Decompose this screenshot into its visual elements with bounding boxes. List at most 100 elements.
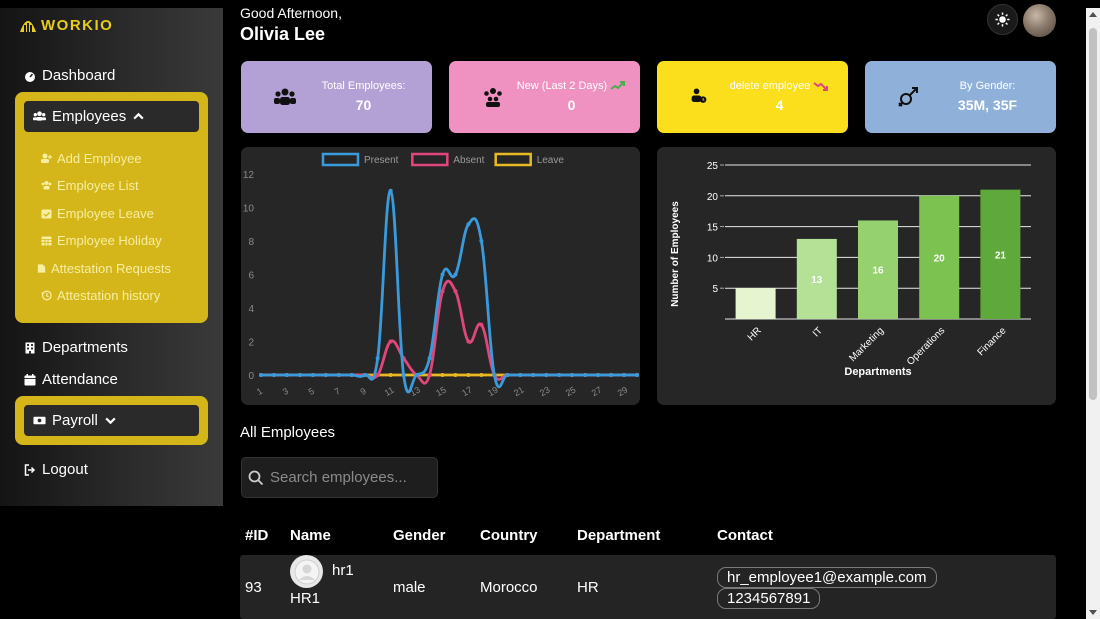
- avatar: [290, 555, 323, 588]
- data-point: [388, 339, 393, 344]
- column-header-id[interactable]: #ID: [245, 527, 269, 544]
- nav-attendance[interactable]: Attendance: [24, 371, 118, 388]
- y-axis-title: Number of Employees: [670, 201, 681, 307]
- y-tick-label: 5: [712, 284, 718, 295]
- page-scrollbar[interactable]: [1086, 8, 1100, 619]
- column-header-name[interactable]: Name: [290, 527, 331, 544]
- x-tick-label: HR: [746, 325, 764, 343]
- column-header-gender[interactable]: Gender: [393, 527, 446, 544]
- users-icon: [33, 111, 46, 121]
- file-icon: [37, 264, 46, 273]
- x-tick-label: 25: [564, 385, 578, 399]
- scroll-up-arrow[interactable]: [1089, 12, 1097, 17]
- employees-menu-group: Employees Add Employee Employee List Emp…: [15, 92, 208, 323]
- table-row[interactable]: 93 hr1 HR1 male Morocco HR hr_employee1@…: [240, 555, 1056, 619]
- data-point: [271, 373, 276, 377]
- card-total-employees: Total Employees: 70: [241, 61, 432, 133]
- employee-search-input[interactable]: [270, 469, 430, 486]
- sidebar-item-add-employee[interactable]: Add Employee: [41, 151, 142, 166]
- money-bill-icon: [33, 416, 46, 425]
- y-tick-label: 10: [243, 204, 255, 215]
- contact-phone[interactable]: 1234567891: [717, 588, 821, 609]
- cell-gender: male: [393, 579, 426, 596]
- bar-value-label: 20: [934, 253, 946, 264]
- y-tick-label: 10: [707, 253, 719, 264]
- scroll-down-arrow[interactable]: [1089, 610, 1097, 615]
- sidebar-item-attestation-history[interactable]: Attestation history: [41, 288, 160, 303]
- x-tick-label: 15: [434, 385, 448, 399]
- column-header-contact[interactable]: Contact: [717, 527, 773, 544]
- y-tick-label: 6: [248, 271, 254, 282]
- y-tick-label: 8: [248, 237, 254, 248]
- user-plus-icon: [41, 153, 52, 163]
- gauge-icon: [25, 71, 35, 82]
- y-tick-label: 15: [707, 223, 719, 234]
- sidebar-item-employee-holiday[interactable]: Employee Holiday: [41, 233, 162, 248]
- building-icon: [25, 342, 35, 354]
- data-point: [259, 373, 263, 377]
- employee-search-box[interactable]: [241, 457, 438, 498]
- theme-toggle-button[interactable]: [987, 4, 1018, 35]
- card-new-employees: New (Last 2 Days) 0: [449, 61, 640, 133]
- bar-value-label: 13: [811, 275, 823, 286]
- legend-label: Absent: [453, 155, 484, 166]
- card-value: 35M, 35F: [957, 97, 1018, 113]
- card-title: New (Last 2 Days): [511, 80, 632, 92]
- column-header-country[interactable]: Country: [480, 527, 538, 544]
- x-tick-label: Finance: [976, 325, 1009, 358]
- data-point: [635, 373, 639, 377]
- search-icon: [248, 470, 264, 485]
- logo[interactable]: WORKIO: [18, 16, 113, 34]
- cell-department: HR: [577, 579, 599, 596]
- sidebar: WORKIO Dashboard Employees Add Employee …: [0, 8, 223, 506]
- greeting-text: Good Afternoon,: [240, 5, 342, 21]
- nav-departments-label: Departments: [42, 339, 128, 356]
- x-tick-label: Marketing: [847, 325, 886, 364]
- user-name: Olivia Lee: [240, 24, 326, 44]
- scrollbar-thumb[interactable]: [1089, 28, 1097, 400]
- employees-menu-toggle[interactable]: Employees: [24, 101, 199, 132]
- sidebar-item-label: Employee Holiday: [57, 233, 162, 248]
- attendance-chart-panel: 0 2 4 6 8 10 12 1 3 5 7 9 11 13 15 17 19 21 23 25 27 29 Presen…: [241, 147, 640, 405]
- nav-dashboard[interactable]: Dashboard: [24, 67, 115, 84]
- sidebar-item-label: Employee Leave: [57, 206, 154, 221]
- data-point: [492, 373, 497, 377]
- data-point: [453, 272, 458, 277]
- user-clock-icon: [691, 88, 707, 103]
- data-point: [362, 373, 367, 377]
- nav-dashboard-label: Dashboard: [42, 67, 116, 84]
- data-point: [557, 373, 562, 377]
- card-value: 0: [567, 97, 576, 113]
- sidebar-item-employee-list[interactable]: Employee List: [41, 178, 139, 193]
- x-tick-label: Operations: [905, 325, 947, 367]
- data-point: [440, 272, 445, 277]
- payroll-menu-toggle[interactable]: Payroll: [24, 405, 199, 436]
- data-point: [479, 322, 484, 327]
- sidebar-item-attestation-requests[interactable]: Attestation Requests: [37, 261, 171, 276]
- bar-it: [796, 238, 837, 319]
- y-tick-label: 0: [248, 371, 254, 382]
- sidebar-item-label: Attestation history: [57, 288, 161, 303]
- y-tick-label: 12: [243, 170, 255, 181]
- data-point: [297, 373, 302, 377]
- department-chart-panel: 5 10 15 20 25 HR 13 IT 16 Marketing 20 Operations 21…: [657, 147, 1056, 405]
- data-point: [466, 339, 471, 344]
- user-placeholder-icon: [294, 559, 319, 584]
- data-point: [583, 373, 588, 377]
- x-tick-label: 27: [590, 385, 604, 399]
- cell-name: HR1: [290, 590, 321, 607]
- legend-swatch: [494, 152, 532, 167]
- x-axis-title: Departments: [844, 366, 911, 378]
- data-point: [440, 373, 445, 377]
- nav-departments[interactable]: Departments: [24, 339, 128, 356]
- cell-id: 93: [245, 579, 262, 596]
- user-avatar[interactable]: [1023, 4, 1056, 37]
- contact-email[interactable]: hr_employee1@example.com: [717, 567, 937, 588]
- sidebar-item-employee-leave[interactable]: Employee Leave: [41, 206, 154, 221]
- x-tick-label: 11: [383, 385, 396, 398]
- legend-swatch: [321, 152, 360, 167]
- nav-logout[interactable]: Logout: [24, 461, 88, 478]
- data-point: [518, 373, 523, 377]
- column-header-department[interactable]: Department: [577, 527, 661, 544]
